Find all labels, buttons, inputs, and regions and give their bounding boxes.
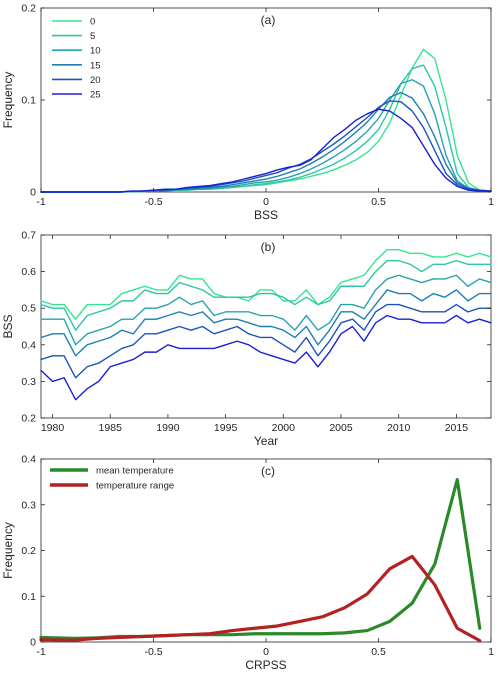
x-tick-label: 2010: [387, 422, 411, 434]
y-axis-label: BSS: [1, 314, 15, 338]
x-tick-label: 0.5: [371, 196, 386, 208]
x-tick-label: 1985: [99, 422, 123, 434]
series-group: [39, 477, 482, 643]
chart-panel-2: 1980 1985 1990 1995 2000 2005 2010 2015 0.2 0.3 0.…: [1, 230, 492, 448]
legend-label: 15: [90, 60, 101, 71]
y-tick-label: 0.4: [21, 339, 36, 351]
x-tick-label: 0: [263, 196, 269, 208]
x-tick-label: -1: [36, 646, 45, 658]
series-line: [40, 314, 492, 401]
legend-label: temperature range: [96, 481, 174, 492]
y-tick-label: 0.1: [21, 95, 36, 107]
y-tick-label: 0.6: [21, 266, 36, 278]
series-line: [40, 248, 492, 320]
x-tick-label: 2005: [329, 422, 353, 434]
series-line: [40, 289, 492, 357]
series-group: [40, 48, 492, 193]
legend-label: 0: [90, 17, 95, 28]
x-tick-label: -0.5: [144, 196, 162, 208]
plot-frame: [40, 7, 492, 193]
y-tick-label: 0.5: [21, 303, 36, 315]
y-tick-label: 0.2: [21, 413, 36, 425]
chart-panel-1: -1 -0.5 0 0.5 100.10.2BSSFrequency(a)0510152…: [1, 3, 494, 223]
y-axis-label: Frequency: [1, 522, 15, 579]
y-tick-label: 0.7: [21, 230, 36, 242]
x-axis-label: BSS: [254, 208, 278, 222]
y-tick-label: 0.1: [21, 591, 36, 603]
y-tick-label: 0.2: [21, 545, 36, 557]
x-tick-label: 1995: [214, 422, 238, 434]
y-tick-label: 0.2: [21, 3, 36, 15]
y-tick-label: 0.3: [21, 499, 36, 511]
legend-label: 10: [90, 46, 101, 57]
x-tick-label: 2000: [272, 422, 296, 434]
x-axis-label: Year: [254, 434, 278, 448]
legend-label: 5: [90, 31, 95, 42]
x-tick-label: -1: [36, 196, 45, 208]
legend-label: 25: [90, 90, 101, 101]
y-tick-label: 0: [30, 637, 36, 649]
series-line: [40, 259, 492, 331]
series-line: [40, 108, 492, 193]
series-line: [40, 274, 492, 346]
y-tick-label: 0.4: [21, 454, 36, 466]
series-line: [40, 303, 492, 379]
x-tick-label: 1980: [41, 422, 65, 434]
x-tick-label: 2015: [445, 422, 469, 434]
x-tick-label: 0.5: [371, 646, 386, 658]
legend-label: 20: [90, 75, 101, 86]
legend: mean temperature temperature range: [50, 466, 174, 492]
plot-frame: [40, 458, 492, 643]
x-tick-label: 0: [263, 646, 269, 658]
y-tick-label: 0: [30, 187, 36, 199]
x-axis-label: CRPSS: [245, 658, 286, 672]
legend-label: mean temperature: [96, 466, 174, 477]
y-tick-label: 0.3: [21, 376, 36, 388]
x-tick-label: 1: [488, 646, 494, 658]
x-tick-label: -0.5: [144, 646, 162, 658]
series-line: [39, 554, 482, 643]
chart-panel-3: -1 -0.5 0 0.5 1 0 0.1 0.2 0.3 0.4 CRPSS Frequency (c…: [1, 454, 494, 673]
x-tick-label: 1: [488, 196, 494, 208]
panel-label: (a): [261, 13, 276, 27]
panel-label: (b): [261, 240, 276, 254]
y-axis-label: Frequency: [1, 72, 15, 129]
x-tick-label: 1990: [156, 422, 180, 434]
series-group: [40, 248, 492, 401]
panel-label: (c): [261, 464, 275, 478]
legend: 0 5 10 15 20 25: [52, 17, 101, 101]
